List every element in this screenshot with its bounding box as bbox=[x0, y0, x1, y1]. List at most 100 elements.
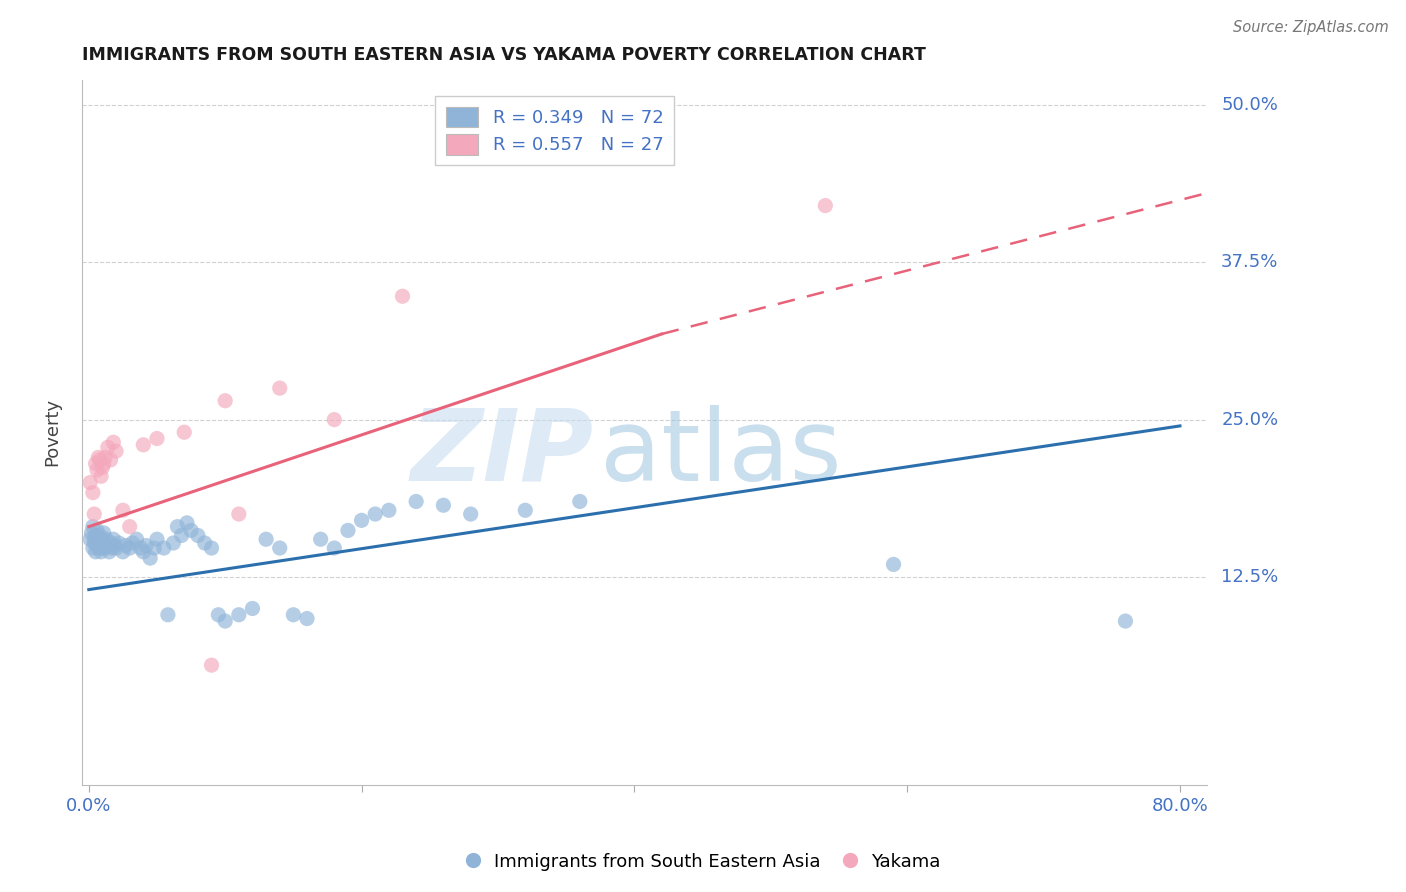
Text: 12.5%: 12.5% bbox=[1222, 568, 1278, 586]
Point bbox=[84, 545, 107, 559]
Point bbox=[114, 539, 136, 553]
Point bbox=[111, 503, 134, 517]
Point bbox=[146, 432, 169, 446]
Point bbox=[84, 457, 107, 471]
Point bbox=[89, 453, 111, 467]
Y-axis label: Poverty: Poverty bbox=[44, 398, 60, 467]
Point bbox=[97, 440, 120, 454]
Point bbox=[118, 541, 141, 555]
Point bbox=[86, 524, 108, 538]
Point bbox=[228, 607, 250, 622]
Point bbox=[80, 525, 103, 540]
Point bbox=[83, 533, 105, 547]
Point bbox=[91, 541, 114, 555]
Point bbox=[214, 393, 236, 408]
Point bbox=[132, 438, 155, 452]
Point bbox=[200, 658, 222, 673]
Text: 37.5%: 37.5% bbox=[1222, 253, 1278, 271]
Point bbox=[89, 536, 111, 550]
Point bbox=[283, 607, 305, 622]
Point bbox=[129, 541, 152, 555]
Point bbox=[364, 507, 387, 521]
Point bbox=[90, 545, 112, 559]
Point bbox=[93, 534, 115, 549]
Point bbox=[121, 536, 143, 550]
Point bbox=[170, 528, 193, 542]
Point bbox=[82, 541, 104, 555]
Point bbox=[242, 601, 264, 615]
Point bbox=[87, 450, 110, 465]
Legend: R = 0.349   N = 72, R = 0.557   N = 27: R = 0.349 N = 72, R = 0.557 N = 27 bbox=[434, 95, 675, 165]
Point bbox=[83, 536, 105, 550]
Point bbox=[105, 444, 128, 458]
Point bbox=[254, 533, 277, 547]
Point bbox=[152, 541, 174, 555]
Point bbox=[269, 541, 291, 555]
Point bbox=[100, 536, 122, 550]
Point bbox=[89, 528, 111, 542]
Point bbox=[82, 519, 104, 533]
Point bbox=[103, 435, 125, 450]
Point bbox=[309, 533, 332, 547]
Text: 50.0%: 50.0% bbox=[1222, 95, 1278, 114]
Point bbox=[214, 614, 236, 628]
Point bbox=[86, 463, 108, 477]
Point bbox=[391, 289, 413, 303]
Point bbox=[173, 425, 195, 440]
Point bbox=[200, 541, 222, 555]
Point bbox=[87, 533, 110, 547]
Point bbox=[104, 539, 127, 553]
Point bbox=[91, 533, 114, 547]
Point bbox=[432, 498, 454, 512]
Point bbox=[323, 541, 346, 555]
Point bbox=[883, 558, 905, 572]
Point bbox=[350, 513, 373, 527]
Point bbox=[118, 519, 141, 533]
Legend: Immigrants from South Eastern Asia, Yakama: Immigrants from South Eastern Asia, Yaka… bbox=[458, 846, 948, 879]
Point bbox=[269, 381, 291, 395]
Point bbox=[98, 545, 121, 559]
Point bbox=[135, 539, 157, 553]
Point bbox=[295, 611, 318, 625]
Text: Source: ZipAtlas.com: Source: ZipAtlas.com bbox=[1233, 20, 1389, 35]
Point bbox=[194, 536, 217, 550]
Point bbox=[79, 533, 101, 547]
Point bbox=[84, 528, 107, 542]
Point bbox=[94, 541, 117, 555]
Point bbox=[93, 457, 115, 471]
Point bbox=[79, 475, 101, 490]
Point bbox=[1114, 614, 1136, 628]
Point bbox=[91, 460, 114, 475]
Text: atlas: atlas bbox=[599, 405, 841, 502]
Point bbox=[105, 541, 128, 555]
Point bbox=[176, 516, 198, 530]
Point bbox=[143, 541, 166, 555]
Point bbox=[405, 494, 427, 508]
Point bbox=[515, 503, 537, 517]
Point bbox=[156, 607, 179, 622]
Point bbox=[96, 533, 118, 547]
Point bbox=[323, 412, 346, 426]
Point bbox=[187, 528, 209, 542]
Point bbox=[107, 536, 129, 550]
Point bbox=[336, 524, 359, 538]
Point bbox=[86, 539, 108, 553]
Point bbox=[207, 607, 229, 622]
Point bbox=[228, 507, 250, 521]
Point bbox=[83, 507, 105, 521]
Point bbox=[146, 533, 169, 547]
Text: IMMIGRANTS FROM SOUTH EASTERN ASIA VS YAKAMA POVERTY CORRELATION CHART: IMMIGRANTS FROM SOUTH EASTERN ASIA VS YA… bbox=[82, 46, 925, 64]
Point bbox=[166, 519, 188, 533]
Text: 25.0%: 25.0% bbox=[1222, 410, 1278, 429]
Point bbox=[814, 198, 837, 212]
Point bbox=[97, 539, 120, 553]
Point bbox=[100, 453, 122, 467]
Point bbox=[378, 503, 401, 517]
Point bbox=[94, 450, 117, 465]
Text: ZIP: ZIP bbox=[411, 405, 593, 502]
Point bbox=[132, 545, 155, 559]
Point bbox=[162, 536, 184, 550]
Point bbox=[93, 525, 115, 540]
Point bbox=[87, 541, 110, 555]
Point bbox=[90, 539, 112, 553]
